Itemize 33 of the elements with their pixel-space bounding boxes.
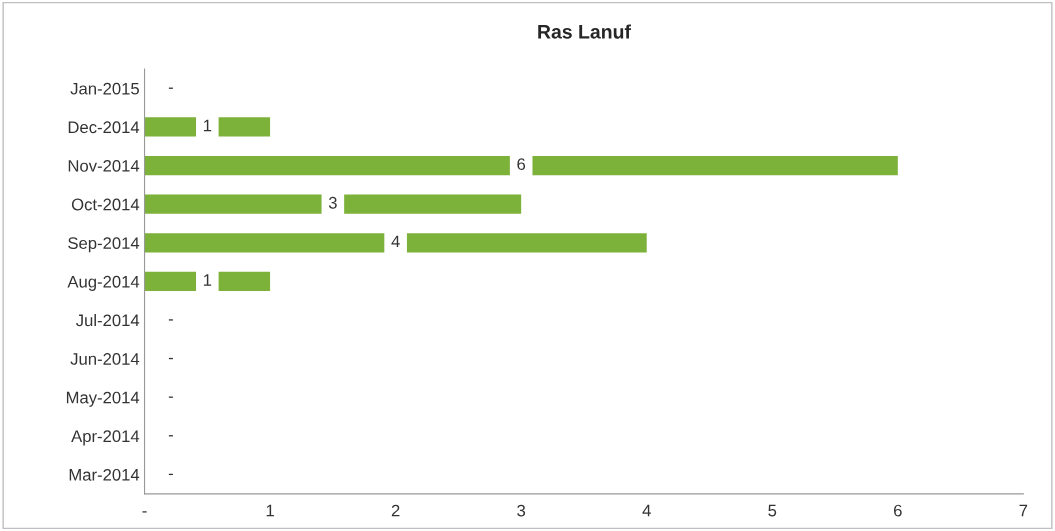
data-label: 3	[328, 196, 337, 209]
y-tick-label: Aug-2014	[67, 275, 140, 291]
data-label: 1	[203, 119, 212, 132]
chart-title: Ras Lanuf	[538, 24, 631, 39]
data-label: -	[168, 473, 173, 476]
bar	[144, 155, 898, 176]
x-tick-label: 1	[266, 504, 274, 517]
data-label: -	[168, 87, 173, 89]
x-tick-label: 3	[517, 504, 526, 517]
y-tick-label: Dec-2014	[68, 121, 140, 134]
y-tick-label: Jun-2014	[70, 353, 140, 365]
y-tick-label: Apr-2014	[71, 430, 140, 446]
data-label: -	[168, 319, 173, 321]
x-tick-label: 2	[391, 504, 400, 517]
x-tick-label: 7	[1019, 504, 1028, 517]
y-tick-label: Sep-2014	[68, 237, 140, 253]
x-tick-label: 4	[642, 504, 651, 517]
data-label: 6	[517, 158, 526, 171]
bar	[144, 194, 522, 214]
y-tick-label: Oct-2014	[71, 198, 140, 211]
y-tick-label: Jul-2014	[76, 314, 140, 327]
y-tick-label: Jan-2015	[70, 82, 139, 95]
bar	[144, 233, 647, 253]
data-label: -	[168, 396, 173, 398]
data-label: -	[168, 357, 173, 360]
y-tick-label: Mar-2014	[69, 468, 140, 481]
x-tick-label: 5	[768, 504, 777, 517]
y-tick-label: May-2014	[66, 391, 140, 407]
data-label: -	[168, 435, 173, 437]
data-label: 1	[203, 274, 212, 286]
data-label: 4	[391, 235, 400, 248]
x-tick-label: 6	[894, 504, 902, 517]
y-tick-label: Nov-2014	[68, 159, 140, 172]
